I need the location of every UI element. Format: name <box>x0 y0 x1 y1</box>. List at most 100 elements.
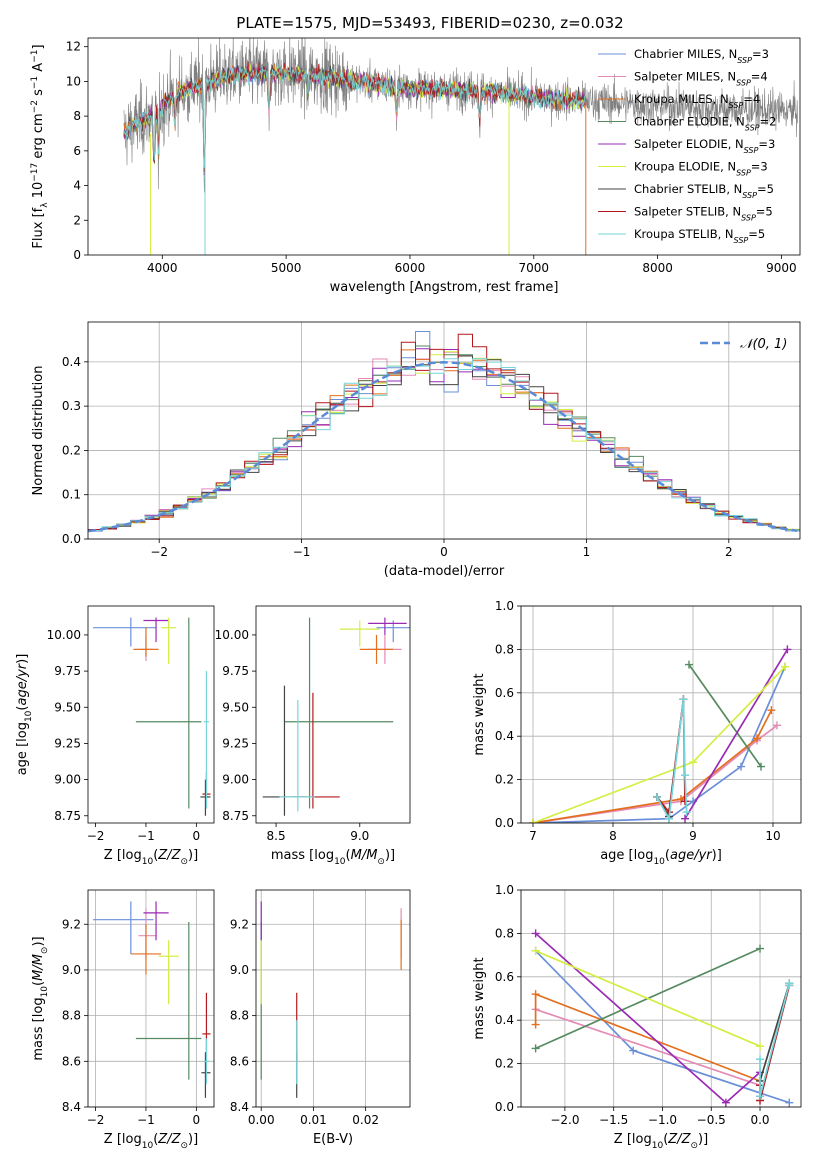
normal-curve <box>88 361 798 533</box>
x-tick-label: 9.0 <box>350 829 369 843</box>
plot-area <box>529 645 792 823</box>
x-tick-label: 7000 <box>519 261 550 275</box>
y-tick-label: 9.25 <box>54 736 81 750</box>
mass-weight-marker <box>531 990 540 999</box>
x-tick-label: 0 <box>193 829 201 843</box>
axes-mass-vs-EBV: 0.00 0.01 0.02 8.4 8.6 8.8 9.0 9.2 E(B-V) <box>230 889 411 1147</box>
mass-weight-marker <box>531 1020 540 1029</box>
y-tick-label: 1.0 <box>495 883 514 897</box>
mass-weight-marker <box>629 1046 638 1055</box>
x-tick-label: 2 <box>725 545 733 559</box>
error-bar-point <box>262 685 307 816</box>
mass-weight-marker <box>685 660 693 669</box>
x-tick-label: 9 <box>689 829 697 843</box>
mass-weight-marker <box>682 808 691 817</box>
x-tick-label: −0.5 <box>697 1113 726 1127</box>
y-tick-label: 0.0 <box>495 816 514 830</box>
model-spectrum <box>123 61 586 173</box>
x-tick-label: 8 <box>609 829 617 843</box>
error-bar-point <box>203 671 209 809</box>
x-tick-label: 0.0 <box>750 1113 769 1127</box>
y-tick-label: 10.00 <box>215 628 249 642</box>
y-tick-label: 0.6 <box>495 970 514 984</box>
x-tick-label: −2.0 <box>550 1113 579 1127</box>
model-spectrum <box>123 61 586 168</box>
y-tick-label: 8.4 <box>62 1100 81 1114</box>
y-tick-label: 8.6 <box>230 1054 249 1068</box>
x-axis-label: Z [log10(Z/Z⊙)] <box>104 1132 198 1151</box>
mass-weight-marker <box>679 695 688 704</box>
y-tick-label: 8 <box>73 109 81 123</box>
error-bar-point <box>368 617 407 635</box>
y-tick-label: 0.2 <box>495 773 514 787</box>
axes-frame <box>87 889 215 1108</box>
mass-weight-marker <box>757 762 765 771</box>
error-bar-point <box>292 692 340 809</box>
x-tick-label: 10 <box>765 829 780 843</box>
x-tick-label: −1 <box>293 545 311 559</box>
axes-mass-vs-Z: −2 −1 0 8.4 8.6 8.8 9.0 9.2 Z [log10(Z/Z⊙)] mass … <box>31 889 215 1151</box>
figure-title: PLATE=1575, MJD=53493, FIBERID=0230, z=0… <box>236 14 623 32</box>
mass-weight-line <box>532 709 773 823</box>
axes-age-vs-Z: −2 −1 0 8.75 9.00 9.25 9.50 9.75 10.00 Z [log10(Z… <box>15 605 215 867</box>
mass-weight-marker <box>529 819 537 823</box>
x-tick-label: 5000 <box>271 261 302 275</box>
y-tick-label: 9.25 <box>222 736 249 750</box>
mass-weight-marker <box>785 1098 794 1107</box>
error-bar-point <box>93 617 157 647</box>
x-tick-label: 4000 <box>147 261 178 275</box>
axes-frame <box>87 605 215 824</box>
y-tick-label: 10 <box>66 74 81 88</box>
x-tick-label: −2 <box>150 545 168 559</box>
x-tick-label: −1 <box>137 829 155 843</box>
mass-weight-marker <box>531 929 540 938</box>
y-tick-label: 0.2 <box>62 443 81 457</box>
y-tick-label: 9.50 <box>222 700 249 714</box>
y-tick-label: 12 <box>66 40 81 54</box>
legend-label: Chabrier ELODIE, NSSP=2 <box>634 115 776 133</box>
mass-weight-marker <box>721 1098 730 1107</box>
mass-weight-marker <box>756 1042 765 1051</box>
x-axis-label: mass [log10(M/M⊙)] <box>271 848 395 867</box>
y-tick-label: 2 <box>73 213 81 227</box>
y-tick-label: 9.0 <box>230 963 249 977</box>
axes-frame <box>255 889 411 1108</box>
legend-label: Salpeter STELIB, NSSP=5 <box>634 205 773 223</box>
y-axis-label: Flux [fλ 10−17 erg cm−2 s−1 A−1] <box>30 44 50 248</box>
x-tick-label: −1.0 <box>648 1113 677 1127</box>
error-bar-point <box>143 617 169 643</box>
y-tick-label: 9.75 <box>222 664 249 678</box>
y-tick-label: 9.75 <box>54 664 81 678</box>
plot-area <box>262 617 410 816</box>
mass-weight-line <box>535 950 761 1047</box>
mass-weight-marker <box>756 944 765 953</box>
mass-weight-marker <box>737 762 745 771</box>
y-tick-label: 0.4 <box>495 1013 514 1027</box>
error-bar-point <box>143 901 169 941</box>
y-axis-label: age [log10(age/yr)] <box>15 654 34 776</box>
error-bar-point <box>284 617 394 809</box>
mass-weight-marker <box>753 734 761 743</box>
axes-frame <box>520 889 802 1108</box>
y-tick-label: 0.1 <box>62 488 81 502</box>
mass-weight-marker <box>681 797 689 806</box>
x-tick-label: 0.01 <box>300 1113 327 1127</box>
mass-weight-line <box>535 1008 761 1087</box>
mass-weight-line <box>684 648 789 820</box>
legend-label: Salpeter ELODIE, NSSP=3 <box>634 137 775 155</box>
plot-area <box>260 901 402 1098</box>
error-bar-point <box>279 700 315 812</box>
error-bar-point <box>133 627 159 657</box>
legend-label: Salpeter MILES, NSSP=4 <box>634 70 768 88</box>
y-tick-label: 8.6 <box>62 1054 81 1068</box>
mass-weight-marker <box>756 1092 765 1101</box>
legend-label: Chabrier MILES, NSSP=3 <box>634 47 769 65</box>
plot-area <box>93 617 211 816</box>
mass-weight-line <box>688 664 762 768</box>
axes-spectrum: 4000 5000 6000 7000 8000 9000 0 2 4 6 8 10 12 Chabrie… <box>30 37 801 295</box>
y-axis-label: mass weight <box>472 957 487 1039</box>
y-axis-label: Normed distribution <box>31 366 46 496</box>
mass-weight-marker <box>783 645 792 654</box>
y-tick-label: 9.2 <box>230 917 249 931</box>
